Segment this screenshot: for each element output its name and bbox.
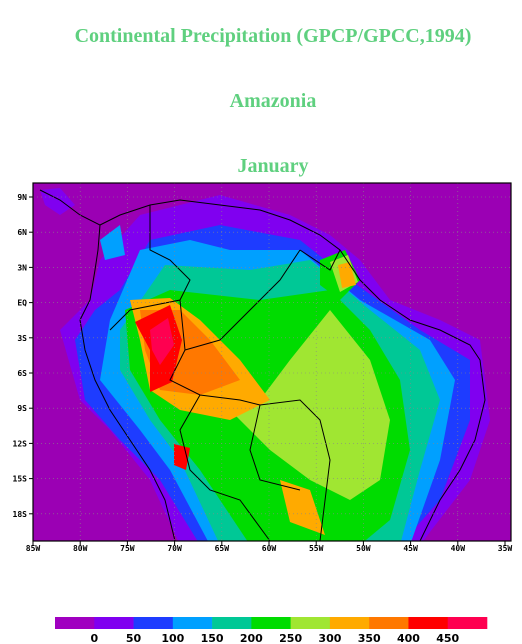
colorbar-swatch xyxy=(408,617,449,629)
lon-tick-label: 65W xyxy=(215,544,230,553)
colorbar-swatch xyxy=(55,617,95,629)
month: January xyxy=(237,155,308,177)
lon-tick-label: 75W xyxy=(120,544,135,553)
colorbar-swatch xyxy=(251,617,291,629)
lon-tick-label: 70W xyxy=(167,544,182,553)
lat-tick-label: 6S xyxy=(17,369,27,378)
colorbar-swatch xyxy=(329,617,370,629)
colorbar-label: 100 xyxy=(161,632,184,644)
colorbar-label: 50 xyxy=(126,632,142,644)
lat-tick-label: 18S xyxy=(13,510,28,519)
colorbar-swatch xyxy=(94,617,134,629)
lat-tick-label: 6N xyxy=(17,228,27,237)
field-max xyxy=(150,318,174,365)
colorbar: 0 50 100 150 200 250 300 350 400 450 xyxy=(55,617,488,644)
lat-tick-label: 9N xyxy=(17,193,27,202)
lon-tick-label: 40W xyxy=(451,544,466,553)
national-borders xyxy=(109,205,341,542)
lat-tick-label: 9S xyxy=(17,404,27,413)
lon-tick-label: 50W xyxy=(356,544,371,553)
lon-tick-label: 85W xyxy=(26,544,41,553)
field-450 xyxy=(135,305,190,470)
colorbar-label: 450 xyxy=(436,632,459,644)
colorbar-label: 150 xyxy=(201,632,224,644)
precip-field xyxy=(33,183,511,541)
colorbar-swatch xyxy=(212,617,252,629)
region: Amazonia xyxy=(230,90,317,112)
colorbar-label: 200 xyxy=(240,632,263,644)
lat-tick-label: 12S xyxy=(13,439,28,448)
lat-tick-label: 3N xyxy=(17,263,27,272)
map-frame xyxy=(32,182,512,542)
lon-tick-label: 35W xyxy=(498,544,513,553)
colorbar-label: 300 xyxy=(318,632,341,644)
colorbar-swatch xyxy=(447,617,488,629)
colorbar-label: 0 xyxy=(90,632,98,644)
colorbar-swatch xyxy=(369,617,409,629)
graticule: 9N 6N 3N EQ 3S 6S 9S 12S 15S 18S 85W 80W 75W 70W 65W 60… xyxy=(13,183,513,553)
lon-tick-label: 55W xyxy=(309,544,324,553)
colorbar-swatch xyxy=(133,617,174,629)
colorbar-label: 400 xyxy=(397,632,420,644)
lat-tick-label: EQ xyxy=(17,299,27,308)
lat-tick-label: 15S xyxy=(13,475,28,484)
lon-tick-label: 80W xyxy=(73,544,88,553)
title: Continental Precipitation (GPCP/GPCC,199… xyxy=(75,25,472,47)
field-300 xyxy=(230,255,390,500)
colorbar-label: 250 xyxy=(279,632,302,644)
colorbar-swatch xyxy=(290,617,331,629)
colorbar-swatch xyxy=(172,617,213,629)
colorbar-label: 350 xyxy=(358,632,381,644)
lat-tick-label: 3S xyxy=(17,334,27,343)
lon-tick-label: 45W xyxy=(403,544,418,553)
lon-tick-label: 60W xyxy=(262,544,277,553)
